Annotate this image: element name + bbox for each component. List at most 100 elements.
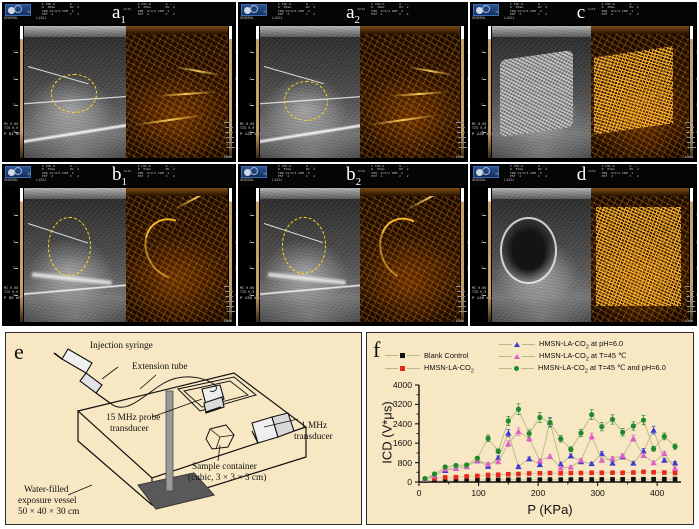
tgc-tick <box>458 142 467 143</box>
data-point-marker <box>672 443 678 450</box>
ruler-label: 3 <box>13 266 15 271</box>
tgc-tick <box>688 311 696 312</box>
leader-probe-15mhz <box>151 398 203 418</box>
data-point-marker <box>599 424 605 430</box>
depth-ruler-left: 1 2 3 4 <box>247 188 255 322</box>
panel-letter-b2: b2 <box>346 164 362 188</box>
ruler-label: 4 <box>481 293 483 298</box>
data-point-marker <box>537 470 543 476</box>
y-axis-title: ICD (V*μs) <box>379 400 395 464</box>
data-point-marker <box>640 417 647 423</box>
leader-sample-container <box>217 444 221 462</box>
label-extension-tube: Extension tube <box>132 362 188 372</box>
leader-extension-tube <box>139 374 157 390</box>
chart-canvas <box>415 384 681 486</box>
ruler-tick <box>483 105 486 107</box>
vendor-logo-ring-icon <box>482 5 490 13</box>
bmode-image-b1 <box>24 188 126 322</box>
legend-marker-circle-icon <box>514 366 519 372</box>
tgc-curve <box>456 286 467 312</box>
ruler-label: 3 <box>481 103 483 108</box>
data-point-marker <box>431 471 438 477</box>
legend-marker-triangle-icon <box>514 342 520 348</box>
y-tick-label: 1600 <box>392 438 412 449</box>
leader-transducer-1mhz <box>263 418 299 428</box>
contrast-speckle <box>126 188 228 322</box>
data-point-marker <box>650 427 657 433</box>
ultrasound-panel-c: F FOC-0 G --- D 45mm DV 2 FRQ 11/3/1 FRM… <box>470 2 697 162</box>
tgc-tick <box>225 301 234 302</box>
hud-settings-text-right: F FOC-0 G --- D 45mm DV 2 FRQ 8/3/1 FRM … <box>137 2 175 17</box>
ruler-label: 2 <box>696 240 697 244</box>
ruler-label: 3 <box>467 103 468 107</box>
bmode-image-d <box>492 188 591 322</box>
tgc-tick <box>687 306 696 307</box>
data-point-marker <box>662 470 667 475</box>
ruler-label: 1 <box>13 212 15 217</box>
legend-entry: HMSN-LA-CO2 at T=45 ℃ <box>499 351 626 362</box>
legend-entry: HMSN-LA-CO2 at T=45 ℃ and pH=6.0 <box>499 363 666 374</box>
ruler-tick <box>483 268 486 270</box>
contrast-skin-echo <box>360 188 460 197</box>
data-point-marker <box>588 460 595 467</box>
contrast-skin-echo <box>126 188 228 197</box>
data-point-marker <box>505 418 511 424</box>
data-point-marker <box>484 461 492 467</box>
data-point-marker <box>558 470 564 476</box>
contrast-skin-echo <box>590 26 689 34</box>
data-point-marker <box>630 460 637 466</box>
transducer-1mhz-back <box>271 412 295 438</box>
tgc-tick <box>688 147 696 148</box>
data-point-marker <box>578 430 584 436</box>
depth-ruler-right: 1 2 3 4 <box>465 26 468 158</box>
contrast-gain-bar <box>229 188 232 322</box>
ultrasound-hud-bar-d: F FOC-0 G --- D 57mm DV 2 FRQ 11/3/1 FRM… <box>470 164 697 186</box>
data-point-marker <box>568 477 574 482</box>
data-point-marker <box>661 450 668 456</box>
syringe-barrel <box>61 348 93 374</box>
legend-line-2 <box>521 368 534 370</box>
data-point-marker <box>568 446 574 452</box>
tgc-tick <box>459 311 467 312</box>
contrast-image-a1 <box>126 26 228 158</box>
hud-mi-tis-label-c: MI 0.08 TIS 0.0 <box>472 123 487 131</box>
data-point-marker <box>526 471 532 476</box>
ruler-label: 3 <box>481 266 483 271</box>
data-point-marker <box>485 477 491 483</box>
bmode-image-a2 <box>260 26 360 158</box>
tgc-tick <box>225 137 234 138</box>
data-point-marker <box>599 477 605 482</box>
legend-line-2 <box>407 368 420 370</box>
data-point-marker <box>609 416 616 423</box>
vendor-logo-ring-icon <box>250 167 258 175</box>
data-point-marker <box>546 453 554 460</box>
ruler-label: 1 <box>481 212 483 217</box>
data-point-marker <box>526 477 532 482</box>
panel-letter-f: f <box>373 337 381 362</box>
hud-settings-text-right: F FOC-0 G --- D 57mm DV 2 FRQ 8/3/1 FRM … <box>601 164 639 179</box>
ruler-label: 4 <box>249 293 251 298</box>
data-point-marker <box>464 474 469 479</box>
data-point-marker <box>631 476 636 482</box>
ruler-label: 1 <box>467 50 468 54</box>
ruler-tick <box>15 268 18 270</box>
hud-brand-label: GENERAL <box>240 179 255 183</box>
y-tick-label: 800 <box>397 457 412 468</box>
data-point-marker <box>641 469 646 475</box>
data-point-marker <box>598 450 606 457</box>
legend-line-2 <box>522 344 535 346</box>
ruler-label: 2 <box>235 77 236 81</box>
tgc-tick <box>686 296 695 297</box>
bmode-image-a1 <box>24 26 126 158</box>
data-point-marker <box>599 470 605 476</box>
data-point-marker <box>609 455 616 461</box>
ruler-label: 4 <box>235 293 236 297</box>
tgc-tick <box>227 311 235 312</box>
data-point-marker <box>516 471 521 477</box>
ruler-label: 4 <box>696 130 697 134</box>
data-point-marker <box>453 477 459 483</box>
legend-entry: HMSN-LA-CO2 at pH=6.0 <box>499 339 623 350</box>
data-point-marker <box>485 435 491 441</box>
tgc-tick <box>457 137 466 138</box>
data-point-marker <box>474 455 480 461</box>
